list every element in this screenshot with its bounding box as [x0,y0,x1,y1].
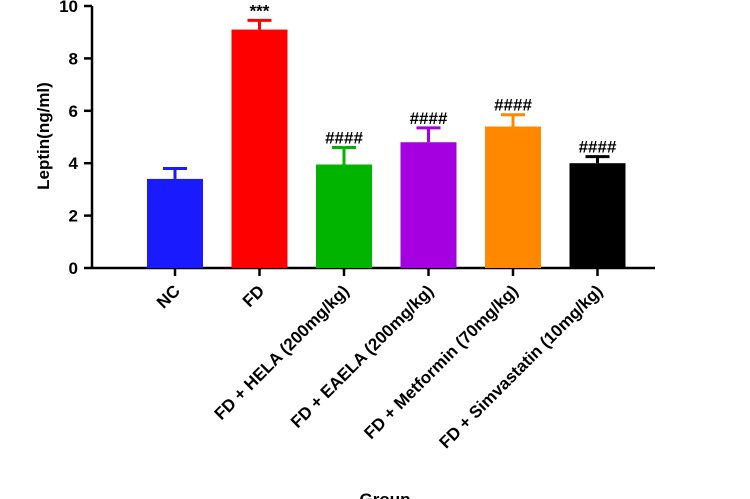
y-tick-label: 6 [69,102,78,121]
bar [485,126,541,269]
y-tick-label: 2 [69,207,78,226]
bar [569,163,626,268]
bars [147,29,626,269]
x-tick-label: FD [239,281,268,310]
y-axis: 0 2 4 6 8 10 [59,0,94,278]
significance-label: #### [410,109,448,128]
bar [316,164,372,268]
x-axis-title: Group [360,490,411,499]
significance-label: #### [325,128,363,147]
error-bars [163,18,610,179]
x-axis [92,266,655,276]
x-tick-label: FD + EAELA (200mg/kg) [287,281,437,431]
y-tick-label: 4 [69,154,79,173]
x-tick-label: NC [153,281,184,312]
bar [400,142,457,268]
significance-labels: *** #### #### #### #### [250,1,617,156]
y-tick-label: 10 [59,0,78,16]
y-tick-label: 0 [69,259,78,278]
x-tick-label: FD + Simvastatin (10mg/kg) [436,281,607,452]
y-tick-label: 8 [69,49,78,68]
significance-label: #### [494,96,532,115]
significance-label: #### [579,138,617,157]
x-tick-label: FD + HELA (200mg/kg) [211,281,353,423]
x-tick-label: FD + Metformin (70mg/kg) [360,281,521,442]
y-axis-title: Leptin(ng/ml) [34,82,53,190]
bar [231,29,288,268]
bar [147,178,203,268]
significance-label: *** [250,1,270,20]
